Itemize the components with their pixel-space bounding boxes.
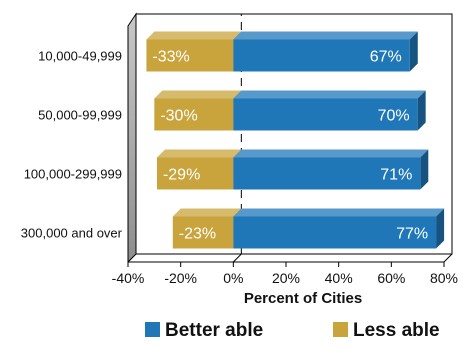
bar-top-face bbox=[233, 149, 429, 158]
bar-top-face bbox=[233, 208, 445, 217]
x-tick-label: 0% bbox=[223, 270, 243, 286]
category-labels: 10,000-49,999 50,000-99,999 100,000-299,99… bbox=[21, 49, 123, 241]
bar-front-face bbox=[233, 39, 410, 72]
legend-swatch-less-able bbox=[333, 322, 348, 337]
x-tick-label: 40% bbox=[325, 270, 353, 286]
x-tick-label: -40% bbox=[112, 270, 145, 286]
data-label: -23% bbox=[179, 226, 216, 243]
legend-item-better-able: Better able bbox=[145, 320, 263, 341]
bar-less-able: -30% bbox=[154, 90, 242, 131]
bar-front-face bbox=[172, 216, 234, 249]
bar-front-face bbox=[233, 98, 418, 131]
legend: Better able Less able bbox=[145, 320, 440, 341]
bar-top-face bbox=[154, 90, 242, 99]
bar-side-face bbox=[420, 149, 429, 190]
bar-better-able: 71% bbox=[233, 149, 429, 190]
bar-top-face bbox=[172, 208, 242, 217]
chart-left-wall bbox=[127, 12, 137, 264]
category-label: 50,000-99,999 bbox=[38, 108, 122, 123]
bar-front-face bbox=[156, 157, 234, 190]
category-label: 10,000-49,999 bbox=[38, 49, 122, 64]
legend-item-less-able: Less able bbox=[333, 320, 440, 341]
x-tick-label: 20% bbox=[272, 270, 300, 286]
bar-front-face bbox=[233, 216, 437, 249]
bar-better-able: 67% bbox=[233, 31, 418, 72]
data-label: 70% bbox=[378, 108, 410, 125]
bar-less-able: -23% bbox=[172, 208, 242, 249]
data-label: -29% bbox=[163, 167, 200, 184]
bar-top-face bbox=[156, 149, 242, 158]
plot-area-border bbox=[135, 13, 453, 255]
bar-front-face bbox=[154, 98, 234, 131]
x-axis-title: Percent of Cities bbox=[244, 290, 362, 307]
legend-label-better-able: Better able bbox=[165, 320, 263, 341]
x-tick-label: -20% bbox=[164, 270, 197, 286]
data-label: -33% bbox=[152, 49, 189, 66]
data-label: 77% bbox=[396, 226, 428, 243]
x-tick-label: 60% bbox=[377, 270, 405, 286]
bar-side-face bbox=[436, 208, 445, 249]
category-label: 100,000-299,999 bbox=[24, 167, 122, 182]
data-label: 67% bbox=[370, 49, 402, 66]
data-label: -30% bbox=[160, 108, 197, 125]
bars: -33% 67% -30% 70% -29% 71% -23% 77% bbox=[146, 31, 445, 249]
bar-top-face bbox=[233, 31, 418, 40]
bar-less-able: -29% bbox=[156, 149, 242, 190]
bar-front-face bbox=[233, 157, 421, 190]
x-tick-label: 80% bbox=[430, 270, 458, 286]
bar-side-face bbox=[417, 90, 426, 131]
x-axis-depth-line bbox=[443, 253, 453, 263]
bar-top-face bbox=[146, 31, 242, 40]
x-axis-ticks: -40% -20% 0% 20% 40% 60% 80% bbox=[112, 262, 458, 286]
category-label: 300,000 and over bbox=[21, 226, 123, 241]
legend-swatch-better-able bbox=[145, 322, 160, 337]
bar-less-able: -33% bbox=[146, 31, 242, 72]
bar-front-face bbox=[146, 39, 234, 72]
bar-top-face bbox=[233, 90, 426, 99]
bar-side-face bbox=[409, 31, 418, 72]
data-label: 71% bbox=[380, 167, 412, 184]
legend-label-less-able: Less able bbox=[353, 320, 440, 341]
zero-line-depth bbox=[232, 253, 242, 263]
bar-better-able: 77% bbox=[233, 208, 445, 249]
bar-better-able: 70% bbox=[233, 90, 426, 131]
